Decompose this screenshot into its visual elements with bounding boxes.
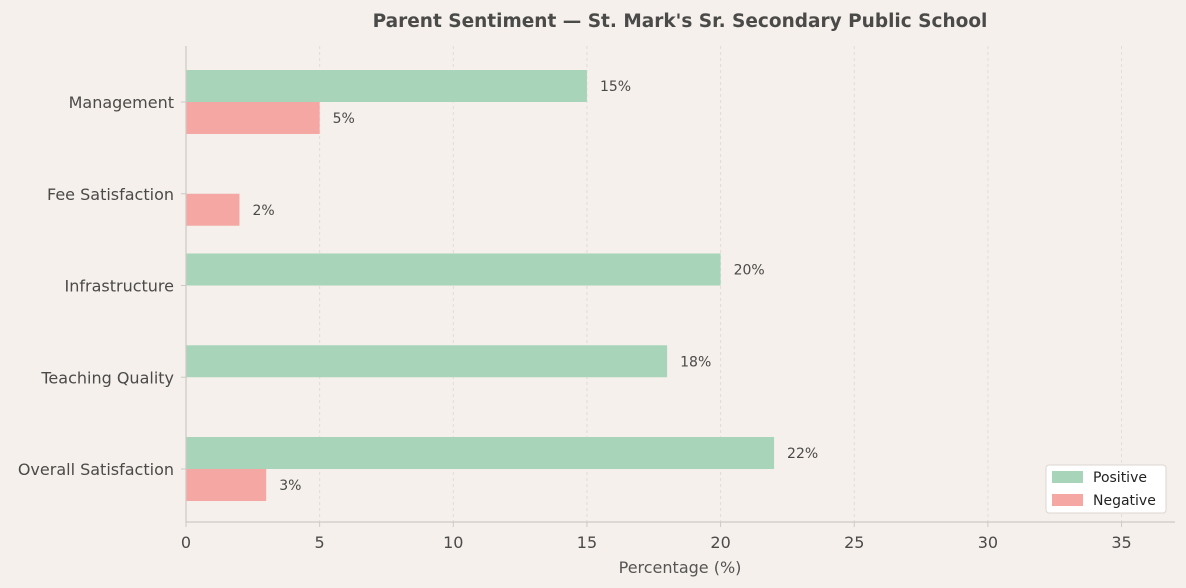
positive-bar-teaching-quality-label: 18% [680, 354, 711, 370]
positive-bar-infrastructure-label: 20% [734, 263, 765, 279]
x-tick-label-25: 25 [844, 533, 864, 552]
x-axis-label: Percentage (%) [619, 558, 742, 577]
legend-positive-label: Positive [1093, 470, 1147, 486]
category-label-management: Management [69, 93, 174, 112]
x-tick-label-35: 35 [1111, 533, 1131, 552]
axis-layer: 0 5 10 15 20 25 30 35 Overall Satisfaction Teachi… [18, 46, 1175, 552]
positive-bar-overall-satisfaction [186, 437, 775, 469]
chart-title: Parent Sentiment — St. Mark's Sr. Second… [373, 11, 988, 32]
category-label-teaching-quality: Teaching Quality [40, 368, 174, 387]
negative-bar-management [186, 102, 320, 134]
bars-layer: 22% 18% 20% 15% 3% 2% 5% [186, 70, 818, 501]
x-tick-label-10: 10 [443, 533, 463, 552]
positive-bar-overall-satisfaction-label: 22% [787, 446, 818, 462]
x-tick-label-20: 20 [710, 533, 730, 552]
positive-bar-teaching-quality [186, 345, 668, 378]
legend-positive-swatch [1052, 471, 1083, 483]
negative-bar-fee-satisfaction [186, 193, 240, 226]
x-tick-label-5: 5 [315, 533, 325, 552]
x-tick-label-15: 15 [577, 533, 597, 552]
legend: Positive Negative [1045, 464, 1167, 514]
negative-bar-overall-satisfaction-label: 3% [279, 478, 301, 494]
legend-negative-swatch [1052, 494, 1083, 506]
legend-negative-label: Negative [1093, 493, 1156, 509]
category-label-overall-satisfaction: Overall Satisfaction [18, 460, 174, 479]
category-label-infrastructure: Infrastructure [65, 277, 174, 296]
x-tick-label-30: 30 [978, 533, 998, 552]
positive-bar-management [186, 70, 587, 102]
positive-bar-management-label: 15% [600, 79, 631, 95]
x-tick-label-0: 0 [181, 533, 191, 552]
negative-bar-overall-satisfaction [186, 469, 267, 501]
category-label-fee-satisfaction: Fee Satisfaction [47, 185, 174, 204]
negative-bar-fee-satisfaction-label: 2% [252, 203, 274, 219]
positive-bar-infrastructure [186, 253, 721, 286]
negative-bar-management-label: 5% [333, 111, 355, 127]
